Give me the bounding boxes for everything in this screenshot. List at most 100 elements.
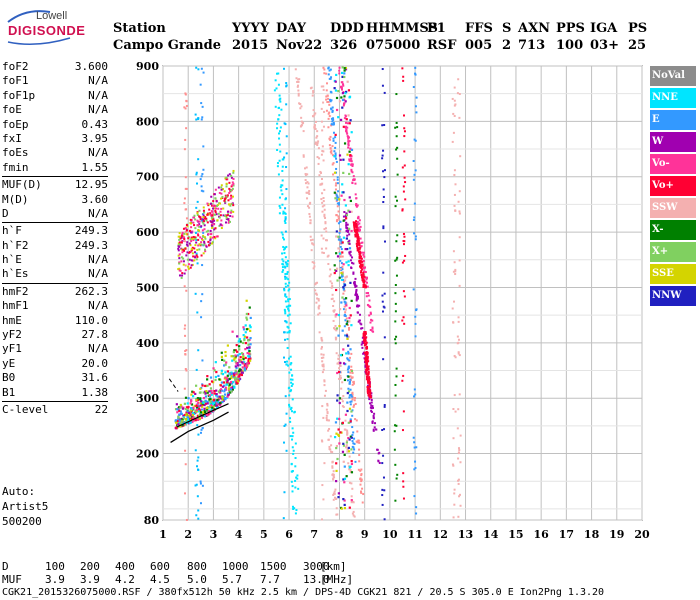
streak-point <box>311 94 314 97</box>
2f-trace-point <box>193 214 196 217</box>
param-separator <box>2 176 108 178</box>
streak-point <box>348 136 351 139</box>
header-value-s: 2 <box>502 38 512 53</box>
f-trace-point <box>245 316 248 319</box>
column-point <box>339 431 342 434</box>
streak-point <box>335 157 338 160</box>
2f-trace-point <box>194 236 197 239</box>
2f-trace-point <box>194 237 197 240</box>
e-trace-point <box>286 272 289 275</box>
e-trace-point <box>274 79 277 82</box>
e-trace-point <box>277 72 280 75</box>
streak-point <box>347 367 350 370</box>
streak-point <box>371 406 374 409</box>
streak-point <box>332 477 335 480</box>
param-row: h`E N/A <box>2 253 108 267</box>
streak-point <box>354 397 357 400</box>
2f-trace-point <box>190 222 193 225</box>
e-trace-point <box>282 210 285 213</box>
streak-point <box>366 276 369 279</box>
streak-point <box>331 451 334 454</box>
y-tick-label: 900 <box>136 60 159 73</box>
e-trace-point <box>283 289 286 292</box>
streak-point <box>352 262 355 265</box>
2f-trace-point <box>190 231 193 234</box>
streak-point <box>332 117 335 120</box>
streak-point <box>351 426 354 429</box>
noise-point <box>321 251 324 254</box>
noise-point <box>320 153 323 156</box>
streak-point <box>368 396 371 399</box>
streak-point <box>336 218 339 221</box>
streak-point <box>338 69 341 72</box>
streak-point <box>370 410 373 413</box>
streak-point <box>322 197 325 200</box>
noise-point <box>382 195 385 198</box>
column-point <box>333 271 336 275</box>
2f-trace-point <box>178 243 181 246</box>
param-row: yF2 27.8 <box>2 328 108 342</box>
f-trace-point <box>232 375 235 378</box>
f-trace-point <box>235 382 239 385</box>
streak-point <box>356 305 359 308</box>
noise-point <box>320 247 323 250</box>
noise-point <box>202 168 205 171</box>
streak-point <box>360 343 363 346</box>
streak-point <box>346 433 349 436</box>
column-point <box>343 481 346 484</box>
noise-point <box>184 449 187 452</box>
e-trace-point <box>280 189 283 192</box>
column-point <box>350 148 354 151</box>
streak-point <box>354 182 357 185</box>
param-row: C-level 22 <box>2 403 108 417</box>
f-trace-point <box>239 373 242 376</box>
streak-point <box>356 249 359 252</box>
noise-point <box>320 439 323 442</box>
2f-trace-point <box>220 188 223 191</box>
2f-trace-point <box>208 208 211 211</box>
param-row: D N/A <box>2 207 108 221</box>
param-row: hmE 110.0 <box>2 314 108 328</box>
2f-trace-point <box>184 269 187 272</box>
2f-trace-point <box>210 216 213 219</box>
f-trace-point <box>185 406 189 409</box>
streak-point <box>323 72 326 75</box>
streak-point <box>350 501 353 504</box>
noise-point <box>457 338 460 341</box>
2f-trace-point <box>189 250 192 253</box>
noise-point <box>415 111 418 114</box>
streak-point <box>306 205 309 208</box>
streak-point <box>356 220 359 223</box>
column-point <box>343 198 346 202</box>
f-trace-point <box>194 384 198 387</box>
streak-point <box>344 428 347 431</box>
column-point <box>347 450 351 453</box>
column-point <box>341 329 344 332</box>
noise-point <box>185 127 188 130</box>
column-point <box>333 264 336 267</box>
streak-point <box>333 328 336 331</box>
f-trace-point <box>192 391 195 394</box>
2f-trace-point <box>206 213 209 216</box>
header-value-iga: 03+ <box>590 38 619 53</box>
noise-point <box>201 173 204 176</box>
2f-trace-point <box>222 207 225 210</box>
param-name: foF2 <box>2 60 29 73</box>
f-trace-point <box>224 350 227 354</box>
2f-trace-point <box>212 223 215 226</box>
2f-trace-point <box>201 229 204 232</box>
2f-trace-point <box>225 182 228 185</box>
streak-point <box>370 318 373 321</box>
noise-point <box>394 195 397 198</box>
streak-point <box>369 312 372 315</box>
e-trace-point <box>276 72 279 75</box>
e-trace-point <box>288 417 291 420</box>
2f-trace-point <box>219 210 222 213</box>
streak-point <box>364 284 367 287</box>
streak-point <box>320 171 323 174</box>
streak-point <box>316 297 319 300</box>
f-trace-point <box>220 355 223 359</box>
streak-point <box>339 259 342 262</box>
noise-point <box>382 454 385 457</box>
streak-point <box>345 129 348 132</box>
